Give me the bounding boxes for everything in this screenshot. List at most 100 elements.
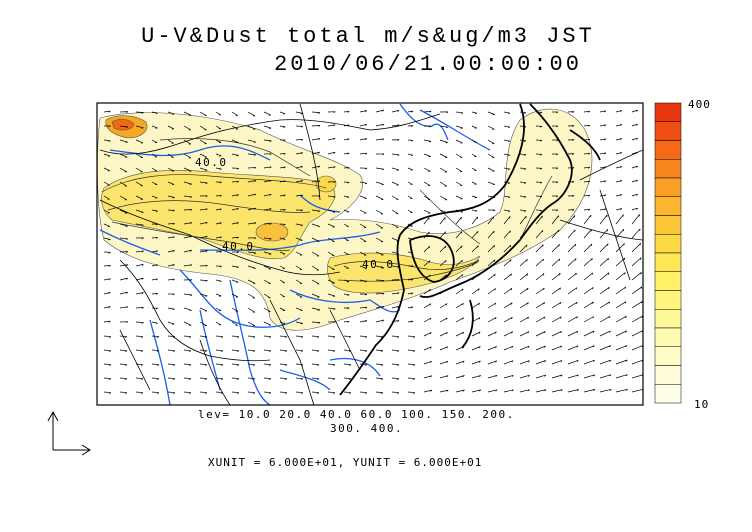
wind-vector xyxy=(599,208,606,211)
wind-vector-head xyxy=(172,278,175,281)
wind-vector-head xyxy=(639,243,641,246)
wind-vector xyxy=(215,251,222,253)
wind-vector-head xyxy=(318,165,321,168)
wind-vector-head xyxy=(236,181,239,183)
wind-vector xyxy=(407,181,413,185)
wind-vector xyxy=(359,209,367,214)
wind-vector-head xyxy=(593,389,596,391)
wind-vector xyxy=(311,151,320,155)
contour-levels-line2: 300. 400. xyxy=(330,422,404,435)
wind-vector xyxy=(263,166,272,169)
wind-vector xyxy=(167,111,175,115)
dust-core-spot xyxy=(111,118,135,131)
wind-vector-head xyxy=(445,260,447,263)
wind-vector-head xyxy=(461,245,463,248)
wind-vector xyxy=(311,180,320,183)
wind-vector xyxy=(263,363,272,366)
wind-vector xyxy=(631,344,643,351)
wind-vector-head xyxy=(397,139,400,141)
wind-vector xyxy=(247,153,256,156)
wind-vector-head xyxy=(283,166,286,169)
wind-vector-head xyxy=(140,392,144,394)
wind-vector xyxy=(199,363,208,366)
wind-vector-head xyxy=(412,336,416,338)
wind-vector xyxy=(519,331,530,337)
wind-vector xyxy=(551,389,563,393)
wind-vector-head xyxy=(475,210,478,212)
wind-vector xyxy=(535,215,543,225)
wind-vector xyxy=(375,181,384,185)
wind-vector xyxy=(599,272,610,281)
wind-vector-head xyxy=(188,378,192,380)
wind-vector xyxy=(375,138,384,141)
wind-vector-head xyxy=(510,288,513,291)
wind-vector-head xyxy=(333,138,336,140)
wind-vector xyxy=(119,264,128,267)
wind-vector xyxy=(231,335,240,338)
colorbar-swatch xyxy=(654,102,682,122)
wind-vector-head xyxy=(510,302,513,305)
wind-vector-head xyxy=(412,364,416,366)
wind-vector xyxy=(103,363,112,366)
wind-vector-head xyxy=(347,124,350,127)
wind-vector-head xyxy=(205,182,208,185)
wind-vector xyxy=(519,153,527,156)
wind-vector-head xyxy=(588,194,591,197)
wind-vector xyxy=(471,111,478,114)
wind-vector xyxy=(263,111,271,116)
wind-vector xyxy=(551,273,561,281)
wind-vector xyxy=(359,363,368,366)
wind-vector xyxy=(503,167,510,170)
wind-vector xyxy=(503,153,510,156)
wind-vector-head xyxy=(572,125,575,127)
wind-vector xyxy=(583,359,595,365)
wind-vector-head xyxy=(636,165,638,168)
wind-vector xyxy=(599,330,611,337)
wind-vector xyxy=(583,194,590,197)
wind-vector-head xyxy=(172,264,175,267)
wind-vector-head xyxy=(477,259,480,262)
wind-vector xyxy=(535,287,545,295)
wind-vector-head xyxy=(254,237,257,240)
wind-vector-head xyxy=(462,360,465,363)
wind-vector xyxy=(263,179,272,183)
wind-vector xyxy=(503,230,511,239)
wind-vector xyxy=(615,208,622,211)
wind-vector-head xyxy=(283,238,286,241)
wind-vector-head xyxy=(347,138,350,141)
wind-vector-head xyxy=(478,346,481,349)
wind-vector-head xyxy=(347,307,350,310)
wind-vector xyxy=(423,360,432,365)
wind-vector xyxy=(119,195,128,201)
wind-vector xyxy=(423,317,432,323)
wind-vector-head xyxy=(461,288,464,291)
wind-vector xyxy=(119,223,128,227)
wind-vector xyxy=(567,389,579,393)
wind-vector xyxy=(631,151,638,155)
wind-vector-head xyxy=(108,350,112,352)
wind-vector-head xyxy=(511,360,514,363)
wind-vector xyxy=(631,243,641,253)
wind-vector xyxy=(631,272,642,281)
wind-vector-head xyxy=(220,336,224,338)
wind-vector xyxy=(135,209,144,213)
wind-vector-head xyxy=(625,359,628,362)
wind-vector-head xyxy=(462,375,465,378)
wind-vector-head xyxy=(382,123,385,126)
wind-vector-head xyxy=(205,265,208,267)
wind-vector xyxy=(247,391,256,394)
wind-vector-head xyxy=(381,267,384,269)
wind-vector-head xyxy=(172,350,176,352)
wind-vector-head xyxy=(607,243,609,246)
wind-vector-head xyxy=(572,139,575,141)
wind-vector-head xyxy=(623,229,625,232)
wind-vector-head xyxy=(620,124,623,127)
wind-vector xyxy=(311,223,320,227)
wind-vector-head xyxy=(333,295,336,297)
wind-vector xyxy=(263,391,272,394)
wind-vector xyxy=(279,166,286,169)
wind-vector xyxy=(103,181,110,186)
wind-vector xyxy=(215,335,224,338)
wind-vector-head xyxy=(623,257,626,261)
wind-vector xyxy=(199,293,208,297)
